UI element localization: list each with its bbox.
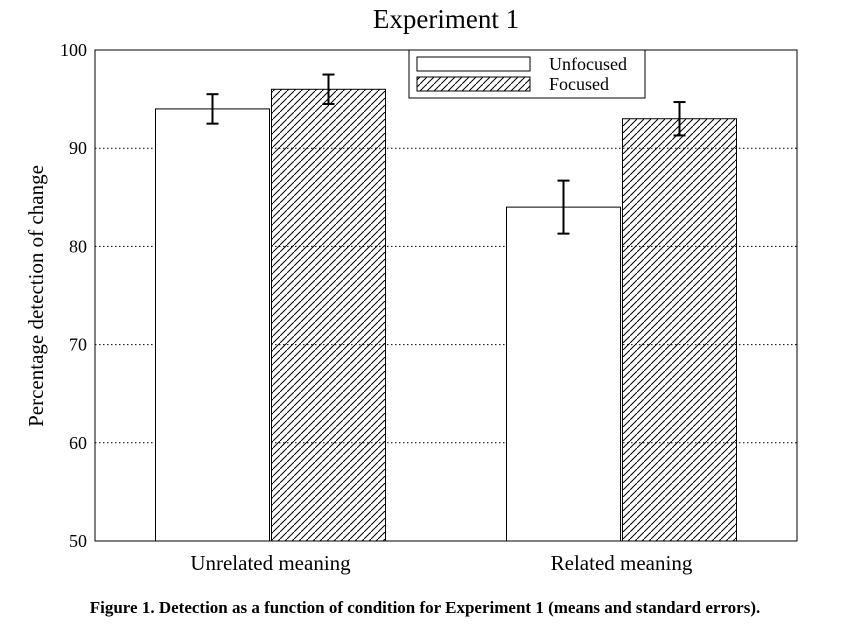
y-tick-label: 100 [60, 40, 87, 60]
y-tick-label: 70 [69, 335, 87, 355]
legend-swatch-unfocused [416, 56, 531, 72]
bar-focused [271, 88, 386, 542]
y-tick-label: 90 [69, 138, 87, 158]
bar-unfocused [155, 108, 270, 542]
legend-label-unfocused: Unfocused [549, 54, 627, 74]
legend-label-focused: Focused [549, 74, 609, 94]
figure-caption: Figure 1. Detection as a function of con… [89, 598, 761, 617]
bar-chart: 50 60 70 80 90 100 Unrelated meaning Related me… [24, 4, 798, 575]
y-axis-label: Percentage detection of change [24, 165, 48, 427]
x-tick-label: Related meaning [551, 551, 693, 575]
y-tick-label: 80 [69, 236, 87, 256]
y-tick-label: 60 [69, 433, 87, 453]
bar-focused [622, 118, 737, 542]
x-tick-label: Unrelated meaning [190, 551, 351, 575]
legend-swatch-focused [416, 76, 531, 92]
bar-unfocused [506, 206, 621, 542]
y-tick-label: 50 [69, 531, 87, 551]
chart-title: Experiment 1 [373, 4, 519, 34]
